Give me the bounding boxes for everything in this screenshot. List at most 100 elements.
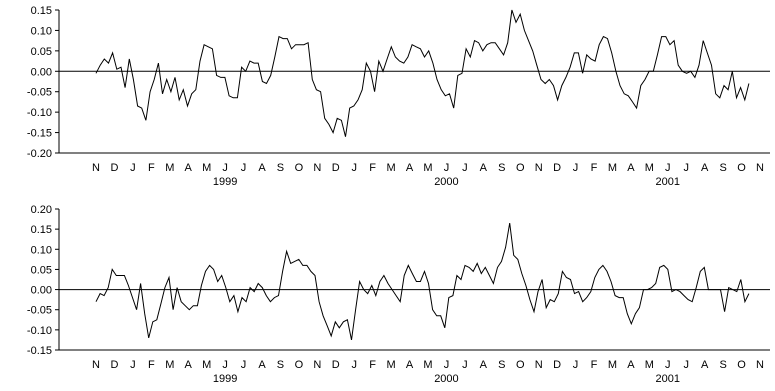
x-month-label: S <box>719 162 726 174</box>
x-month-label: D <box>110 162 118 174</box>
y-tick-label: 0.05 <box>31 46 52 58</box>
x-month-label: F <box>591 359 598 371</box>
y-tick-label: -0.05 <box>27 305 52 317</box>
x-month-label: M <box>165 359 174 371</box>
x-month-label: M <box>387 162 396 174</box>
x-month-label: S <box>719 359 726 371</box>
x-month-label: F <box>148 162 155 174</box>
x-month-label: A <box>627 359 635 371</box>
y-tick-label: 0.15 <box>31 224 52 236</box>
x-month-label: A <box>406 359 414 371</box>
x-month-label: N <box>92 359 100 371</box>
x-month-label: A <box>185 359 193 371</box>
x-month-label: N <box>535 162 543 174</box>
x-month-label: O <box>295 162 304 174</box>
y-tick-label: 0.20 <box>31 204 52 216</box>
y-tick-label: 0.00 <box>31 285 52 297</box>
x-year-label: 2000 <box>434 373 458 385</box>
x-month-label: F <box>148 359 155 371</box>
x-month-label: M <box>645 359 654 371</box>
series-line <box>95 223 750 340</box>
x-month-label: M <box>608 359 617 371</box>
x-year-label: 1999 <box>213 176 237 188</box>
x-month-label: J <box>444 359 450 371</box>
x-month-label: J <box>351 359 357 371</box>
x-year-label: 2000 <box>434 176 458 188</box>
x-month-label: A <box>701 162 709 174</box>
x-month-label: D <box>110 359 118 371</box>
x-month-label: J <box>444 162 450 174</box>
x-month-label: M <box>423 162 432 174</box>
x-month-label: N <box>535 359 543 371</box>
x-month-label: O <box>516 162 525 174</box>
x-month-label: S <box>498 359 505 371</box>
x-month-label: F <box>369 162 376 174</box>
x-month-label: A <box>701 359 709 371</box>
x-year-label: 2001 <box>656 373 680 385</box>
x-month-label: J <box>222 359 228 371</box>
x-month-label: N <box>313 359 321 371</box>
x-month-label: J <box>130 359 136 371</box>
x-month-label: A <box>258 359 266 371</box>
x-month-label: D <box>553 162 561 174</box>
x-month-label: J <box>351 162 357 174</box>
x-month-label: D <box>332 359 340 371</box>
x-month-label: M <box>165 162 174 174</box>
y-tick-label: 0.10 <box>31 25 52 37</box>
x-month-label: M <box>423 359 432 371</box>
x-month-label: J <box>683 359 689 371</box>
x-month-label: A <box>258 162 266 174</box>
x-month-label: M <box>202 162 211 174</box>
x-year-label: 2001 <box>656 176 680 188</box>
y-tick-label: -0.05 <box>27 87 52 99</box>
x-month-label: A <box>627 162 635 174</box>
y-tick-label: 0.15 <box>31 5 52 17</box>
x-month-label: S <box>277 162 284 174</box>
x-month-label: M <box>202 359 211 371</box>
x-month-label: A <box>185 162 193 174</box>
x-month-label: F <box>591 162 598 174</box>
y-tick-label: 0.05 <box>31 264 52 276</box>
x-month-label: J <box>241 162 247 174</box>
x-year-label: 1999 <box>213 373 237 385</box>
y-tick-label: 0.00 <box>31 66 52 78</box>
x-month-label: M <box>608 162 617 174</box>
x-month-label: F <box>369 359 376 371</box>
top-line-chart: 0.150.100.050.00-0.05-0.10-0.15-0.20N D J F… <box>27 5 770 188</box>
x-month-label: J <box>573 359 579 371</box>
x-month-label: J <box>665 359 671 371</box>
y-tick-label: -0.15 <box>27 345 52 357</box>
x-month-label: N <box>756 359 764 371</box>
x-month-label: O <box>295 359 304 371</box>
y-tick-label: -0.20 <box>27 148 52 160</box>
series-line <box>95 9 750 137</box>
x-month-label: M <box>645 162 654 174</box>
x-month-label: A <box>406 162 414 174</box>
x-month-label: O <box>516 359 525 371</box>
x-month-label: D <box>332 162 340 174</box>
x-month-label: S <box>277 359 284 371</box>
x-month-label: D <box>553 359 561 371</box>
y-tick-label: -0.15 <box>27 128 52 140</box>
x-month-label: J <box>222 162 228 174</box>
x-month-label: S <box>498 162 505 174</box>
bottom-line-chart: 0.200.150.100.050.00-0.05-0.10-0.15N D J F M… <box>27 204 770 385</box>
x-month-label: O <box>737 359 746 371</box>
x-month-label: N <box>313 162 321 174</box>
x-month-label: J <box>130 162 136 174</box>
y-tick-label: 0.10 <box>31 244 52 256</box>
x-month-label: A <box>480 359 488 371</box>
x-month-label: N <box>756 162 764 174</box>
x-month-label: N <box>92 162 100 174</box>
x-month-label: J <box>573 162 579 174</box>
y-tick-label: -0.10 <box>27 325 52 337</box>
y-tick-label: -0.10 <box>27 107 52 119</box>
x-month-label: A <box>480 162 488 174</box>
x-month-label: J <box>665 162 671 174</box>
x-month-label: J <box>241 359 247 371</box>
x-month-label: O <box>737 162 746 174</box>
x-month-label: J <box>683 162 689 174</box>
x-month-label: J <box>462 359 468 371</box>
x-month-label: J <box>462 162 468 174</box>
